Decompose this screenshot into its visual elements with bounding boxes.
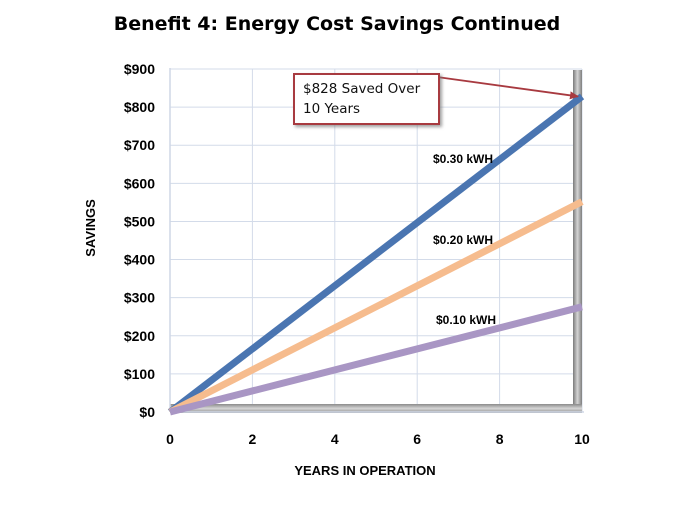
series-label-0-20: $0.20 kWH	[433, 233, 493, 247]
y-axis-label: SAVINGS	[83, 199, 98, 257]
x-axis-label: YEARS IN OPERATION	[294, 463, 435, 478]
y-tick-label: $500	[124, 213, 155, 229]
right-wall	[573, 70, 582, 412]
x-tick-label: 2	[249, 431, 257, 447]
y-tick-label: $300	[124, 290, 155, 306]
x-tick-labels: 0 2 4 6 8 10	[166, 431, 590, 447]
chart-title: Benefit 4: Energy Cost Savings Continued	[114, 13, 560, 35]
series-line-3	[169, 303, 583, 416]
series-line-1	[167, 93, 585, 415]
callout-arrow	[436, 76, 579, 100]
x-tick-label: 0	[166, 431, 174, 447]
series-line-2	[168, 198, 584, 416]
y-tick-label: $700	[124, 137, 155, 153]
x-tick-label: 8	[496, 431, 504, 447]
series-label-0-10: $0.10 kWH	[436, 313, 496, 327]
y-tick-label: $400	[124, 252, 155, 268]
y-tick-label: $800	[124, 99, 155, 115]
floor	[170, 404, 582, 413]
series-label-0-30: $0.30 kWH	[433, 152, 493, 166]
x-tick-label: 10	[574, 431, 590, 447]
x-tick-label: 6	[413, 431, 421, 447]
y-tick-label: $600	[124, 175, 155, 191]
callout-text-line2: 10 Years	[303, 101, 360, 117]
y-tick-label: $200	[124, 328, 155, 344]
x-tick-label: 4	[331, 431, 339, 447]
callout-text-line1: $828 Saved Over	[303, 81, 421, 97]
series-lines	[167, 93, 585, 416]
y-tick-label: $100	[124, 366, 155, 382]
callout-box	[293, 73, 440, 125]
y-tick-labels: $0 $100 $200 $300 $400 $500 $600 $700 $800 $900	[124, 61, 155, 420]
y-tick-label: $900	[124, 61, 155, 77]
y-tick-label: $0	[139, 404, 155, 420]
